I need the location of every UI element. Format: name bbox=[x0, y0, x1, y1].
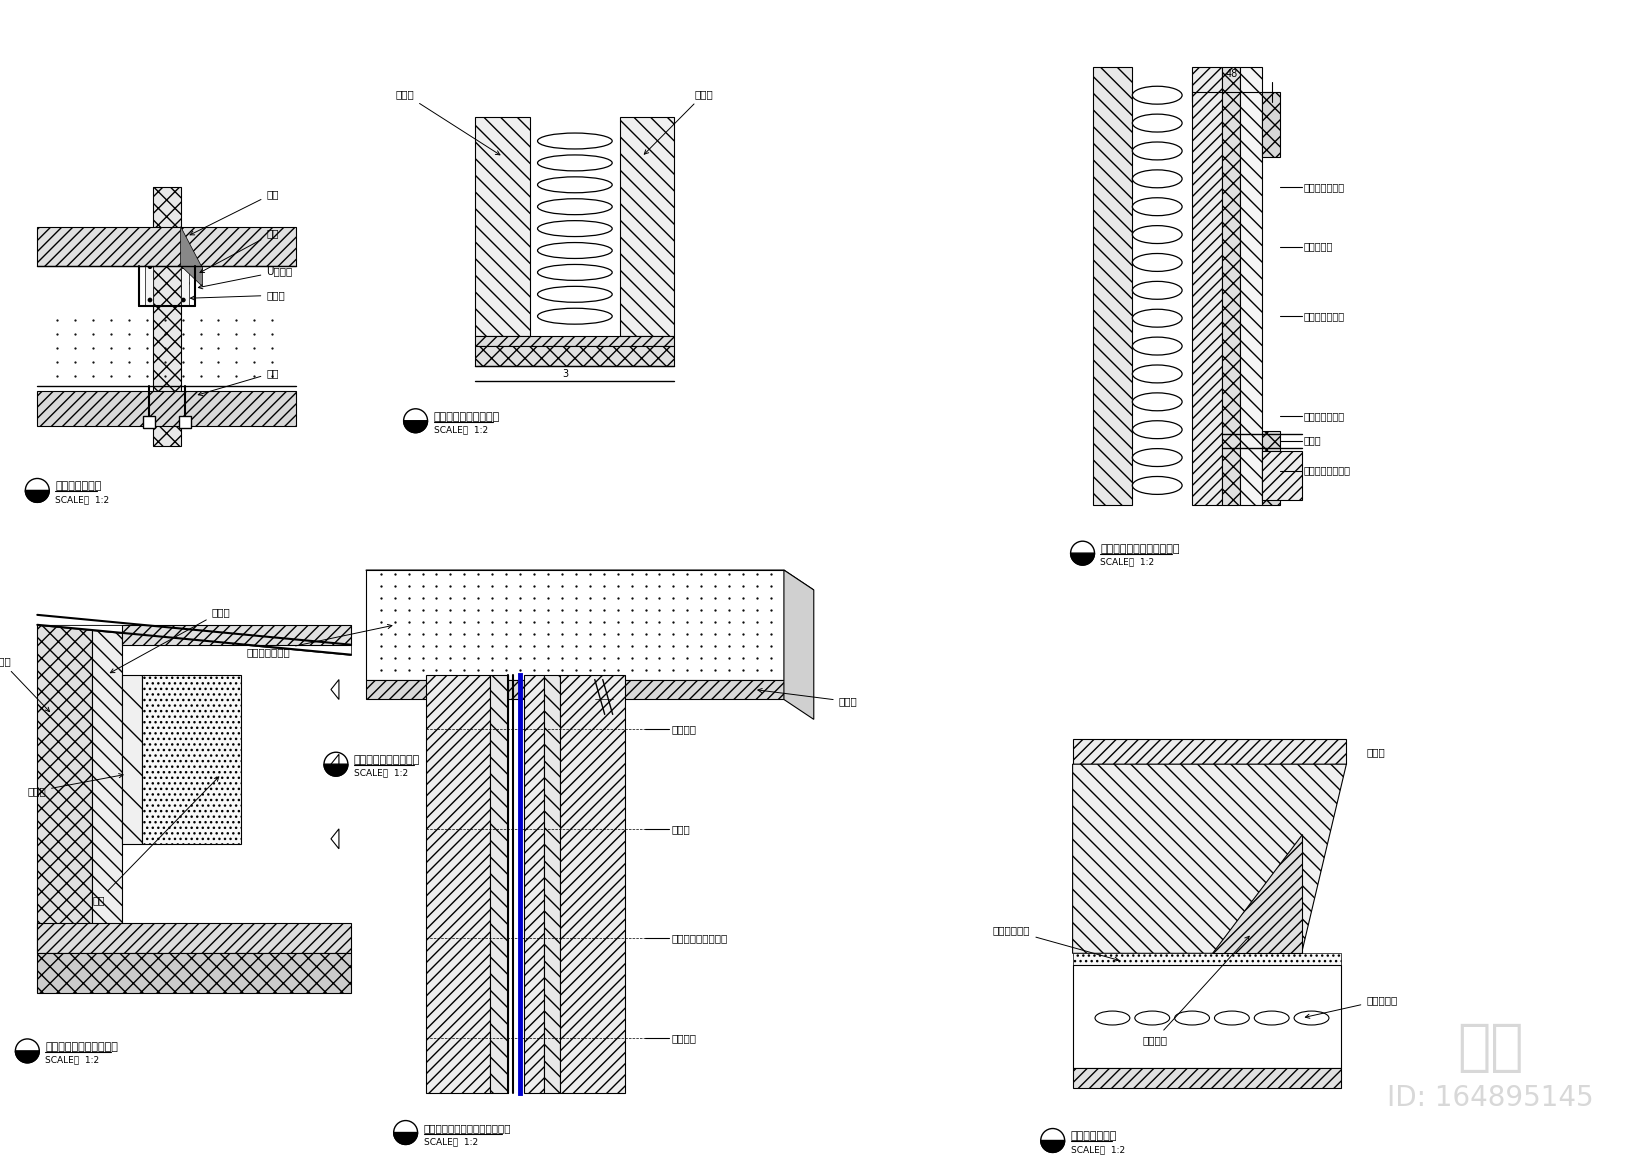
Bar bbox=[38, 953, 351, 993]
Bar bbox=[38, 624, 92, 953]
Polygon shape bbox=[1042, 1141, 1065, 1152]
Polygon shape bbox=[181, 227, 201, 267]
Polygon shape bbox=[38, 624, 351, 655]
Text: 金属立筋: 金属立筋 bbox=[671, 1033, 697, 1043]
Bar bbox=[38, 227, 297, 267]
Text: 木基层: 木基层 bbox=[1304, 436, 1322, 446]
Bar bbox=[181, 267, 188, 306]
Text: 布或皮革饰面: 布或皮革饰面 bbox=[994, 925, 1119, 961]
Bar bbox=[366, 570, 784, 679]
Text: 插地玻璃节点图: 插地玻璃节点图 bbox=[56, 481, 102, 492]
Bar bbox=[1073, 1068, 1341, 1088]
Text: 墙纸: 墙纸 bbox=[92, 777, 219, 905]
Bar bbox=[425, 675, 489, 1093]
Polygon shape bbox=[1073, 764, 1346, 953]
Text: SCALE：  1:2: SCALE： 1:2 bbox=[44, 1055, 99, 1065]
Bar bbox=[122, 675, 142, 843]
Text: 木工板刷三遍防火漆: 木工板刷三遍防火漆 bbox=[671, 933, 728, 944]
Text: 3: 3 bbox=[562, 369, 569, 379]
Text: 基层板: 基层板 bbox=[644, 90, 714, 154]
Text: 三角木方: 三角木方 bbox=[1142, 937, 1249, 1045]
Bar bbox=[1262, 451, 1302, 501]
Text: 墙纸或皮革包面: 墙纸或皮革包面 bbox=[246, 624, 392, 657]
Bar bbox=[178, 416, 191, 428]
Text: 知末: 知末 bbox=[1457, 1021, 1524, 1075]
Text: 打胶: 打胶 bbox=[190, 189, 279, 235]
Bar bbox=[38, 391, 297, 425]
Text: 泡沫条: 泡沫条 bbox=[191, 290, 285, 301]
Text: SCALE：  1:2: SCALE： 1:2 bbox=[1101, 558, 1155, 566]
Bar bbox=[560, 675, 625, 1093]
Polygon shape bbox=[366, 570, 814, 589]
Bar bbox=[489, 675, 508, 1093]
Text: SCALE：  1:2: SCALE： 1:2 bbox=[424, 1137, 478, 1146]
Text: 墙纸或皮革硬包大样图: 墙纸或皮革硬包大样图 bbox=[354, 755, 420, 765]
Bar bbox=[475, 346, 674, 366]
Text: 高密度海绵基层: 高密度海绵基层 bbox=[1304, 182, 1345, 192]
Polygon shape bbox=[1071, 553, 1094, 565]
Bar bbox=[1262, 92, 1279, 157]
Bar bbox=[1239, 68, 1262, 506]
Polygon shape bbox=[394, 1132, 417, 1144]
Text: 基层板: 基层板 bbox=[110, 607, 231, 672]
Text: 高密度海绵: 高密度海绵 bbox=[1305, 995, 1398, 1018]
Text: 木饰面: 木饰面 bbox=[396, 90, 499, 155]
Text: SCALE：  1:2: SCALE： 1:2 bbox=[433, 425, 488, 435]
Text: 48: 48 bbox=[1226, 69, 1238, 79]
Bar bbox=[142, 675, 241, 843]
Bar bbox=[1073, 953, 1341, 966]
Polygon shape bbox=[25, 490, 49, 502]
Polygon shape bbox=[325, 764, 348, 776]
Text: SCALE：  1:2: SCALE： 1:2 bbox=[56, 495, 109, 504]
Text: 镜面材料: 镜面材料 bbox=[671, 725, 697, 734]
Text: SCALE：  1:2: SCALE： 1:2 bbox=[1071, 1145, 1124, 1153]
Text: 马鞍皮革与布艺软包节点图: 马鞍皮革与布艺软包节点图 bbox=[1101, 544, 1180, 555]
Text: 密度板基层: 密度板基层 bbox=[1304, 241, 1333, 252]
Text: 密度板: 密度板 bbox=[1366, 747, 1384, 757]
Text: 黑檀木饰面踢脚板: 黑檀木饰面踢脚板 bbox=[1304, 466, 1351, 475]
Polygon shape bbox=[1073, 966, 1341, 1068]
Text: 镜面不锈钢折边: 镜面不锈钢折边 bbox=[1304, 411, 1345, 421]
Text: 木饰面与木饰面书点图: 木饰面与木饰面书点图 bbox=[433, 411, 499, 422]
Bar bbox=[92, 624, 122, 953]
Bar bbox=[143, 416, 155, 428]
Text: 密度板: 密度板 bbox=[758, 689, 857, 706]
Text: 皮革软包节点图: 皮革软包节点图 bbox=[1071, 1131, 1117, 1142]
Polygon shape bbox=[404, 421, 427, 432]
Bar bbox=[1262, 431, 1279, 506]
Text: 木饰面与墙纸转角节点图: 木饰面与墙纸转角节点图 bbox=[44, 1042, 119, 1052]
Bar bbox=[1073, 740, 1346, 764]
Text: ID: 164895145: ID: 164895145 bbox=[1388, 1083, 1594, 1111]
Polygon shape bbox=[15, 1051, 40, 1062]
Text: 角钢: 角钢 bbox=[198, 368, 279, 396]
Bar bbox=[38, 924, 351, 953]
Polygon shape bbox=[784, 570, 814, 719]
Text: 皮革或布艺包面: 皮革或布艺包面 bbox=[1304, 311, 1345, 322]
Bar bbox=[366, 679, 784, 699]
Text: 九厘板: 九厘板 bbox=[671, 824, 691, 834]
Text: U型卡槽: U型卡槽 bbox=[198, 267, 292, 289]
Bar bbox=[620, 118, 674, 337]
Text: 原结构: 原结构 bbox=[0, 657, 49, 712]
Bar bbox=[475, 118, 531, 337]
Bar bbox=[475, 337, 674, 346]
Bar bbox=[1221, 68, 1239, 506]
Bar bbox=[544, 675, 560, 1093]
Text: SCALE：  1:2: SCALE： 1:2 bbox=[354, 769, 409, 777]
Bar bbox=[524, 675, 544, 1093]
Text: 轻钢龙骨隔墙镜面不锈钢的做法: 轻钢龙骨隔墙镜面不锈钢的做法 bbox=[424, 1123, 511, 1134]
Bar bbox=[145, 267, 153, 306]
Bar bbox=[1192, 68, 1221, 506]
Bar bbox=[1093, 68, 1132, 506]
Text: 木饰面: 木饰面 bbox=[28, 774, 124, 796]
Text: 打胶: 打胶 bbox=[199, 228, 279, 273]
Bar bbox=[122, 624, 351, 644]
Polygon shape bbox=[1211, 834, 1302, 953]
Polygon shape bbox=[181, 267, 201, 287]
Bar bbox=[153, 186, 181, 446]
